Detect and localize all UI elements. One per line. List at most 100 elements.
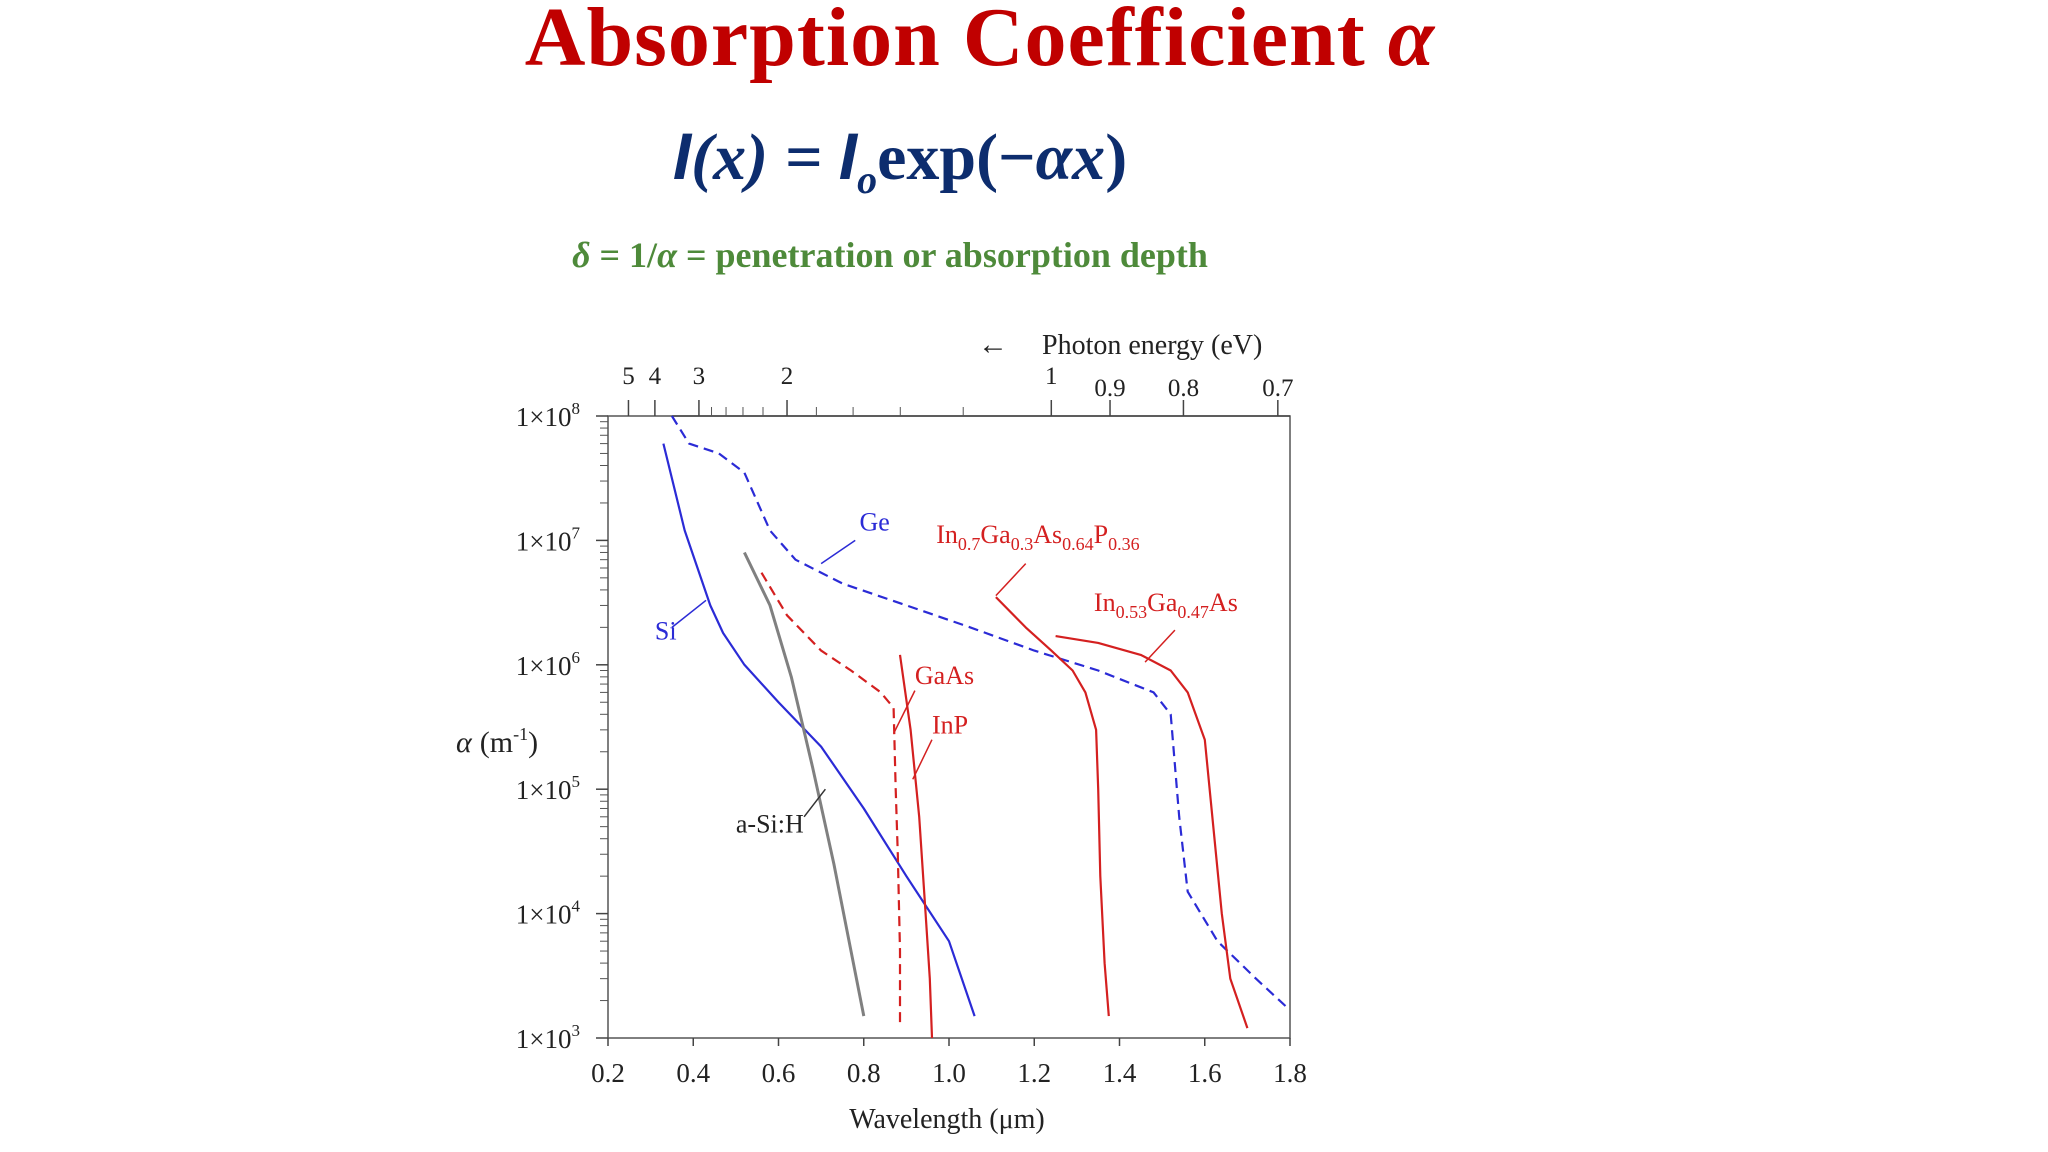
label-subscript: 0.7	[958, 534, 981, 554]
series-label-in0-7ga0-3as0-64p0-36: In0.7Ga0.3As0.64P0.36	[936, 520, 1139, 554]
depth-delta-symbol: δ	[572, 235, 591, 275]
y-tick-exponent: 5	[572, 772, 581, 791]
label-text: GaAs	[915, 661, 974, 690]
leader-line-ge	[820, 539, 856, 565]
y-axis-label-unit-exponent: -1	[513, 724, 528, 744]
eq-lhs-argument: (x) =	[691, 121, 839, 194]
label-text: Ga	[1147, 588, 1178, 617]
eq-initial-intensity-symbol: I	[838, 119, 858, 193]
label-subscript: 0.53	[1116, 602, 1148, 622]
title-text: Absorption Coefficient	[524, 0, 1366, 84]
depth-alpha-symbol: α	[657, 235, 677, 275]
series-line-in0-7ga0-3as0-64p0-36	[995, 596, 1110, 1017]
eq-exp-text: exp(−	[877, 121, 1036, 194]
series-label-gaas: GaAs	[915, 661, 974, 690]
label-text: As	[1209, 588, 1238, 617]
eq-close-paren: )	[1105, 121, 1128, 194]
label-text: InP	[932, 711, 968, 740]
eq-intensity-symbol: I	[672, 119, 692, 193]
label-subscript: 0.3	[1011, 534, 1034, 554]
top-tick-label: 2	[781, 363, 794, 390]
leader-line-a-si-h	[803, 788, 826, 818]
series-line-gaas	[760, 572, 902, 1024]
top-tick-label: 0.8	[1168, 375, 1199, 402]
x-tick-label: 1.6	[1188, 1058, 1222, 1088]
y-tick-exponent: 7	[572, 523, 581, 542]
penetration-depth-definition: δ = 1/α = penetration or absorption dept…	[0, 234, 1780, 276]
label-text: P	[1094, 520, 1108, 549]
x-tick-label: 1.4	[1103, 1058, 1137, 1088]
y-tick-exponent: 3	[572, 1021, 581, 1040]
x-axis: 0.2 0.4 0.6 0.8 1.0 1.2 1.4 1.6 1.8	[591, 1038, 1307, 1088]
series-line-inp	[898, 654, 934, 1039]
y-tick-mantissa: 1×10	[516, 775, 572, 805]
title-alpha-symbol: α	[1387, 0, 1436, 84]
y-tick-exponent: 8	[572, 399, 581, 418]
series-line-si	[662, 443, 976, 1017]
y-tick-mantissa: 1×10	[516, 651, 572, 681]
series-label-ge: Ge	[859, 508, 889, 537]
arrow-left-icon: ←	[978, 328, 1008, 361]
y-tick-mantissa: 1×10	[516, 526, 572, 556]
label-subscript: 0.47	[1177, 602, 1209, 622]
y-tick-label: 1×107	[516, 523, 581, 556]
label-text: In	[936, 520, 958, 549]
annotation-layer: GeSia-Si:HGaAsInPIn0.7Ga0.3As0.64P0.36In…	[655, 508, 1238, 839]
leader-line-inp	[912, 739, 933, 780]
leader-line-gaas	[892, 690, 916, 734]
x-tick-label: 1.2	[1017, 1058, 1051, 1088]
top-tick-label: 0.7	[1262, 375, 1293, 402]
series-label-inp: InP	[932, 711, 968, 740]
top-tick-label: 5	[622, 363, 635, 390]
y-tick-label: 1×104	[516, 897, 581, 930]
y-tick-mantissa: 1×10	[516, 1024, 572, 1054]
top-tick-label: 3	[693, 363, 706, 390]
series-label-si: Si	[655, 616, 677, 645]
depth-equals-one-over: = 1/	[590, 235, 658, 275]
label-text: Ga	[980, 520, 1011, 549]
series-line-ge	[670, 415, 1287, 1008]
x-tick-label: 0.4	[676, 1058, 710, 1088]
top-tick-label: 0.9	[1094, 375, 1125, 402]
x-tick-label: 0.6	[762, 1058, 796, 1088]
series-label-in0-53ga0-47as: In0.53Ga0.47As	[1094, 588, 1238, 622]
label-text: In	[1094, 588, 1116, 617]
eq-alpha-x: αx	[1035, 121, 1106, 194]
y-axis-label-close: )	[528, 726, 538, 759]
leader-line-in0-53ga0-47as	[1144, 629, 1176, 663]
series-layer	[662, 415, 1287, 1039]
x-tick-label: 1.8	[1273, 1058, 1307, 1088]
x-tick-label: 1.0	[932, 1058, 966, 1088]
slide-title: Absorption Coefficient α	[0, 0, 1960, 80]
series-line-a-si-h	[743, 551, 866, 1017]
top-axis-label: Photon energy (eV)	[1042, 330, 1262, 361]
label-text: Si	[655, 616, 677, 645]
y-tick-mantissa: 1×10	[516, 402, 572, 432]
series-line-in0-53ga0-47as	[1055, 635, 1249, 1029]
y-tick-label: 1×106	[516, 648, 580, 681]
x-tick-label: 0.2	[591, 1058, 625, 1088]
absorption-equation: I(x) = Ioexp(−αx)	[0, 118, 1800, 203]
y-axis-label: α (m-1)	[456, 724, 538, 759]
depth-description: = penetration or absorption depth	[676, 235, 1208, 275]
top-tick-label: 1	[1045, 363, 1058, 390]
series-label-a-si-h: a-Si:H	[736, 809, 804, 838]
y-tick-label: 1×103	[516, 1021, 580, 1054]
y-tick-exponent: 6	[572, 648, 581, 667]
x-axis-label: Wavelength (μm)	[849, 1104, 1044, 1135]
y-axis-label-symbol: α	[456, 726, 473, 759]
y-tick-label: 1×108	[516, 399, 580, 432]
label-text: As	[1033, 520, 1062, 549]
leader-line-si	[671, 599, 707, 628]
label-text: Ge	[859, 508, 889, 537]
leader-line-in0-7ga0-3as0-64p0-36	[995, 563, 1027, 597]
label-text: a-Si:H	[736, 809, 804, 838]
label-subscript: 0.36	[1108, 534, 1140, 554]
y-tick-label: 1×105	[516, 772, 580, 805]
x-tick-label: 0.8	[847, 1058, 881, 1088]
y-tick-exponent: 4	[572, 897, 581, 916]
y-tick-mantissa: 1×10	[516, 900, 572, 930]
